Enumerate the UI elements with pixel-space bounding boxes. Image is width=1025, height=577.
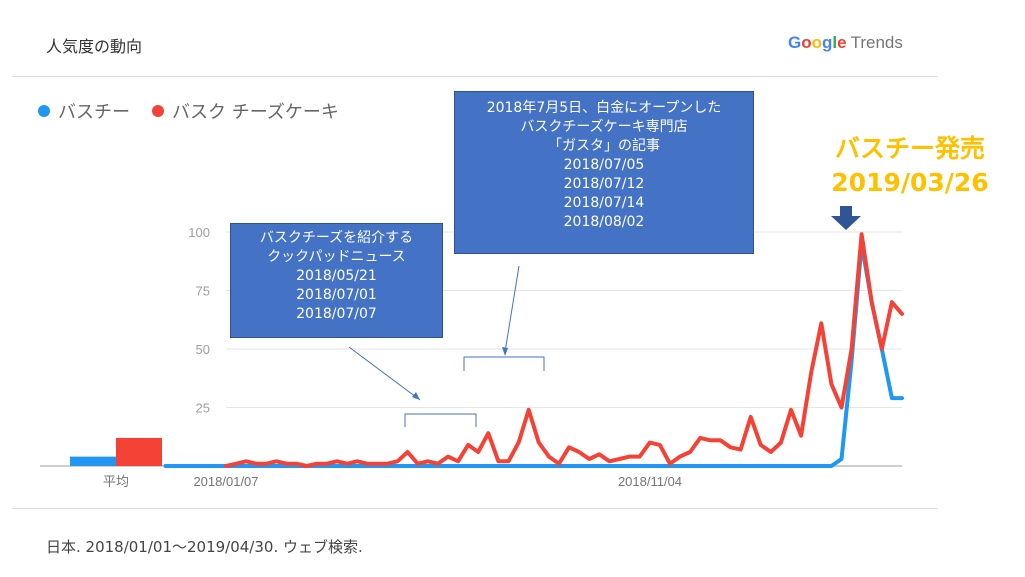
x-tick-label: 2018/01/07 bbox=[193, 474, 258, 489]
legend-label: バスチー bbox=[58, 102, 130, 123]
annotation-arrow bbox=[504, 265, 520, 353]
page-title: 人気度の動向 bbox=[46, 37, 143, 56]
series-line bbox=[224, 232, 904, 468]
logo-letter: o bbox=[801, 33, 812, 52]
release-arrow-icon bbox=[831, 206, 861, 230]
chart-legend: バスチー バスク チーズケーキ bbox=[38, 98, 361, 124]
annotation-bracket bbox=[404, 413, 477, 427]
y-tick-label: 50 bbox=[196, 342, 210, 357]
logo-letter: G bbox=[788, 33, 802, 52]
header-divider bbox=[12, 76, 938, 77]
legend-item-baschee[interactable]: バスチー bbox=[38, 98, 130, 124]
footer-divider bbox=[12, 508, 938, 509]
logo-letter: o bbox=[811, 33, 823, 52]
annotation-bracket bbox=[463, 356, 545, 371]
series-line bbox=[163, 241, 904, 468]
arrowhead bbox=[502, 347, 508, 356]
y-tick-label: 100 bbox=[188, 225, 210, 240]
annotation-cookpad-news: バスクチーズを紹介する クックパッドニュース 2018/05/21 2018/0… bbox=[230, 223, 443, 338]
y-tick-label: 25 bbox=[196, 401, 210, 416]
footer-note: 日本. 2018/01/01～2019/04/30. ウェブ検索. bbox=[46, 538, 363, 556]
logo-letter: e bbox=[837, 33, 847, 52]
annotation-arrow bbox=[348, 346, 421, 401]
average-label: 平均 bbox=[103, 475, 129, 490]
average-bar bbox=[70, 456, 116, 466]
annotation-baschee-release: バスチー発売 2019/03/26 bbox=[831, 134, 989, 197]
logo-letter: l bbox=[832, 33, 838, 52]
annotation-gasta-article: 2018年7月5日、白金にオープンした バスクチーズケーキ専門店 「ガスタ」の記… bbox=[454, 91, 754, 254]
google-trends-logo: Google Trends bbox=[788, 33, 903, 53]
legend-item-basque-cheesecake[interactable]: バスク チーズケーキ bbox=[152, 98, 339, 124]
y-tick-label: 75 bbox=[196, 284, 210, 299]
arrowhead bbox=[412, 392, 420, 400]
average-bar bbox=[116, 437, 162, 466]
logo-trends-text: Trends bbox=[850, 33, 903, 52]
legend-label: バスク チーズケーキ bbox=[172, 102, 339, 123]
logo-letter: g bbox=[822, 33, 833, 52]
x-tick-label: 2018/11/04 bbox=[618, 474, 682, 489]
legend-dot bbox=[152, 105, 164, 117]
legend-dot bbox=[38, 105, 50, 117]
